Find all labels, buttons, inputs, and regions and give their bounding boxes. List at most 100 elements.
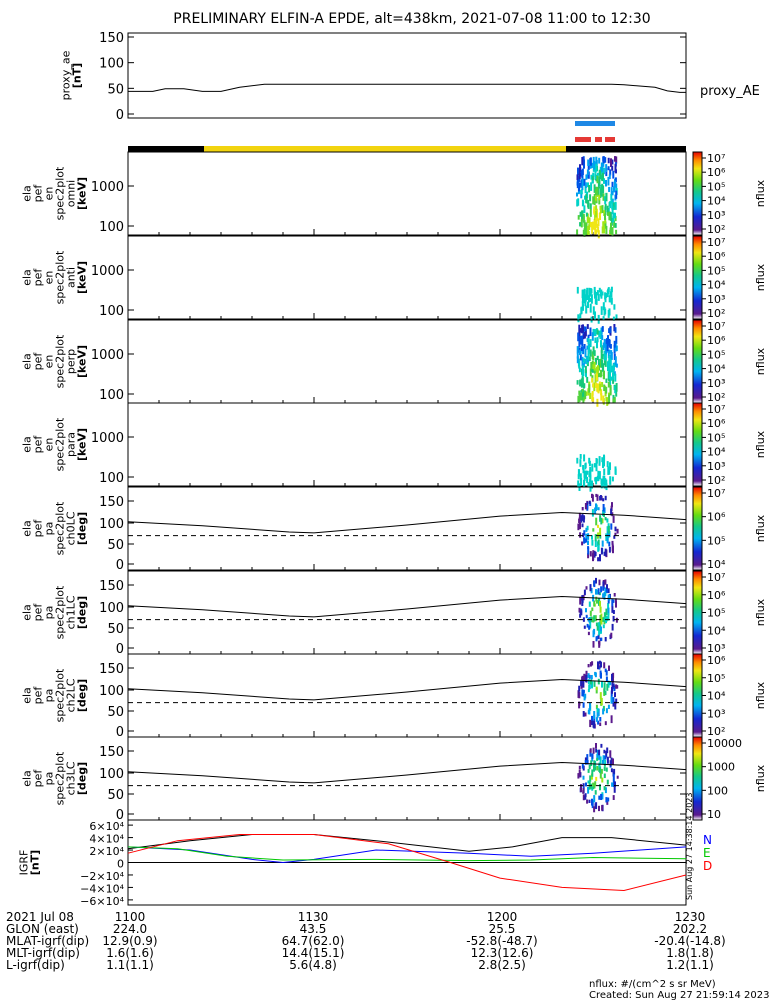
flux-pixel: [595, 577, 597, 584]
flux-pixel: [587, 338, 590, 345]
flux-pixel: [607, 603, 610, 610]
flux-pixel: [577, 523, 580, 531]
flux-pixel: [587, 182, 589, 188]
flux-pixel: [603, 749, 606, 754]
flux-pixel: [585, 174, 588, 180]
footer-row-label: MLAT-igrf(dip): [6, 934, 89, 948]
flux-pixel: [605, 192, 608, 202]
flux-pixel: [594, 534, 597, 542]
flux-pixel: [579, 614, 582, 618]
flux-pixel: [588, 470, 591, 478]
flux-pixel: [612, 610, 615, 614]
flux-pixel: [599, 756, 602, 764]
flux-pixel: [603, 178, 605, 184]
flux-pixel: [611, 201, 614, 210]
panel-ylabel-line: [deg]: [76, 679, 89, 712]
flux-pixel: [591, 225, 594, 234]
flux-pixel: [608, 338, 611, 346]
footer-value: 5.6(4.8): [289, 958, 337, 972]
flux-pixel: [600, 350, 603, 359]
flux-pixel: [581, 381, 584, 388]
flux-pixel: [603, 662, 606, 669]
flux-pixel: [605, 386, 608, 394]
flux-pixel: [607, 531, 609, 537]
panel-ylabel-line: spec2plot: [54, 166, 67, 220]
panel-ylabel-line: [keV]: [76, 345, 89, 378]
flux-pixel: [610, 198, 613, 204]
colorbar: [692, 319, 703, 404]
flux-pixel: [578, 392, 581, 402]
ytick-label: 100: [99, 601, 124, 616]
flux-pixel: [585, 226, 588, 233]
flux-pixel: [606, 801, 609, 805]
panel-ylabel-line: para: [65, 432, 78, 457]
flux-pixel: [607, 287, 610, 292]
flux-pixel: [612, 795, 615, 800]
colorbar-tick-label: 1000: [707, 761, 735, 774]
flux-pixel: [592, 550, 595, 557]
colorbar-tick-label: 10⁵: [707, 534, 725, 547]
flux-pixel: [596, 337, 599, 343]
flux-pixel: [602, 193, 605, 201]
flux-pixel: [603, 483, 606, 489]
flux-pixel: [585, 391, 588, 396]
flux-pixel: [602, 167, 605, 173]
panel-ylabel-line: ch1LC: [65, 595, 78, 629]
flux-pixel: [607, 157, 610, 164]
flux-pixel: [579, 596, 582, 605]
flux-pixel: [595, 299, 598, 305]
flux-pixel: [596, 340, 598, 349]
ytick-label: 100: [99, 517, 124, 532]
flux-pixel: [609, 344, 612, 349]
panel-ylabel-line: spec2plot: [54, 585, 67, 639]
flux-pixel: [603, 384, 606, 392]
flux-pixel: [594, 781, 597, 787]
colorbar-label: nflux: [754, 598, 767, 626]
flux-pixel: [592, 306, 595, 315]
flux-pixel: [595, 292, 598, 300]
flux-pixel: [612, 780, 615, 788]
flux-pixel: [576, 179, 579, 184]
flux-pixel: [601, 777, 604, 783]
flux-pixel: [607, 613, 610, 621]
flux-pixel: [595, 748, 598, 753]
flux-pixel: [606, 342, 609, 352]
flux-pixel: [577, 395, 580, 403]
flux-pixel: [603, 773, 606, 779]
flux-pixel: [577, 474, 580, 480]
flux-pixel: [582, 617, 585, 622]
panel-frame: [127, 570, 687, 655]
footer-value: 64.7(62.0): [282, 934, 345, 948]
flux-pixel: [584, 365, 587, 374]
flux-pixel: [586, 754, 589, 762]
igrf-ytick-label: 4×10⁴: [89, 833, 124, 846]
flux-pixel: [591, 535, 593, 540]
flux-pixel: [614, 532, 617, 536]
flux-pixel: [602, 316, 605, 321]
footer-value: 1.1(1.1): [106, 958, 154, 972]
flux-pixel: [606, 747, 609, 754]
footer-value: 1200: [487, 910, 518, 924]
colorbar: [692, 486, 703, 571]
colorbar-tick-label: 10⁴: [707, 446, 726, 459]
flux-pixel: [581, 339, 584, 347]
flux-pixel: [586, 501, 589, 507]
flux-pixel: [600, 697, 603, 706]
flux-pixel: [610, 508, 613, 516]
flux-pixel: [602, 161, 605, 167]
igrf-total-line: [127, 834, 687, 852]
flux-pixel: [612, 702, 615, 707]
panel-ylabel-line: pef: [32, 686, 45, 705]
flux-pixel: [588, 356, 591, 361]
colorbar-tick-label: 100: [707, 784, 728, 797]
flux-pixel: [598, 592, 601, 596]
flux-pixel: [584, 294, 587, 302]
flux-pixel: [585, 608, 587, 613]
flux-pixel: [595, 210, 597, 220]
flux-pixel: [587, 482, 590, 488]
flux-pixel: [581, 349, 584, 354]
flux-pixel: [599, 554, 601, 562]
flux-pixel: [614, 156, 616, 162]
